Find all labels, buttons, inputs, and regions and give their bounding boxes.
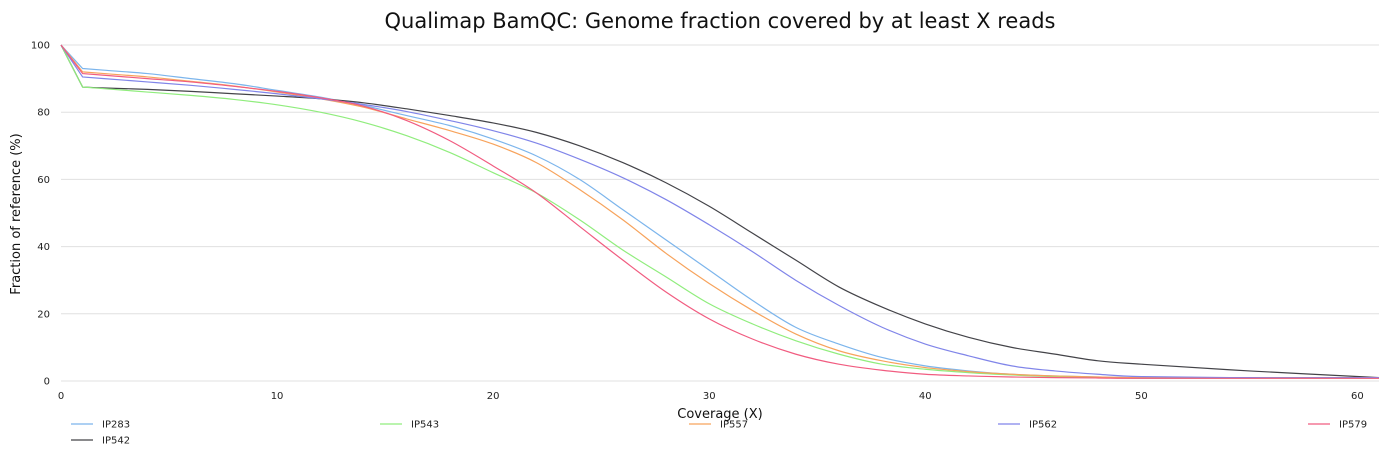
- legend-item-ip543[interactable]: IP543: [380, 420, 439, 431]
- y-axis-label: Fraction of reference (%): [9, 133, 24, 294]
- legend-label: IP283: [102, 420, 130, 431]
- y-tick-label: 40: [37, 242, 50, 253]
- legend-item-ip562[interactable]: IP562: [998, 420, 1057, 431]
- x-axis-ticks: 0 10 20 30 40 50 60: [58, 391, 1364, 402]
- series-line-ip542: [60, 44, 1380, 379]
- y-axis-ticks: 0 20 40 60 80 100: [31, 41, 50, 388]
- series-line-ip579: [60, 44, 1379, 379]
- series-line-ip562: [60, 44, 1380, 379]
- x-tick-label: 20: [487, 391, 500, 402]
- x-tick-label: 40: [919, 391, 932, 402]
- series-lines: [60, 44, 1380, 379]
- legend-label: IP543: [411, 420, 439, 431]
- series-line-ip543: [60, 44, 1379, 379]
- legend-label: IP542: [102, 436, 130, 447]
- legend: IP283 IP542 IP543 IP557 IP562 IP579: [71, 420, 1367, 447]
- legend-label: IP557: [720, 420, 748, 431]
- y-tick-label: 0: [44, 377, 50, 388]
- x-tick-label: 50: [1135, 391, 1148, 402]
- legend-label: IP562: [1029, 420, 1057, 431]
- grid-lines: [61, 44, 1379, 382]
- x-tick-label: 60: [1351, 391, 1364, 402]
- x-axis-label: Coverage (X): [677, 407, 762, 422]
- x-tick-label: 0: [58, 391, 64, 402]
- y-tick-label: 60: [37, 175, 50, 186]
- legend-item-ip542[interactable]: IP542: [71, 436, 130, 447]
- legend-item-ip283[interactable]: IP283: [71, 420, 130, 431]
- chart-title: Qualimap BamQC: Genome fraction covered …: [385, 9, 1056, 33]
- legend-item-ip557[interactable]: IP557: [689, 420, 748, 431]
- y-tick-label: 20: [37, 309, 50, 320]
- legend-item-ip579[interactable]: IP579: [1308, 420, 1367, 431]
- y-tick-label: 100: [31, 41, 50, 52]
- x-tick-label: 30: [703, 391, 716, 402]
- legend-label: IP579: [1339, 420, 1367, 431]
- x-tick-label: 10: [271, 391, 284, 402]
- y-tick-label: 80: [37, 108, 50, 119]
